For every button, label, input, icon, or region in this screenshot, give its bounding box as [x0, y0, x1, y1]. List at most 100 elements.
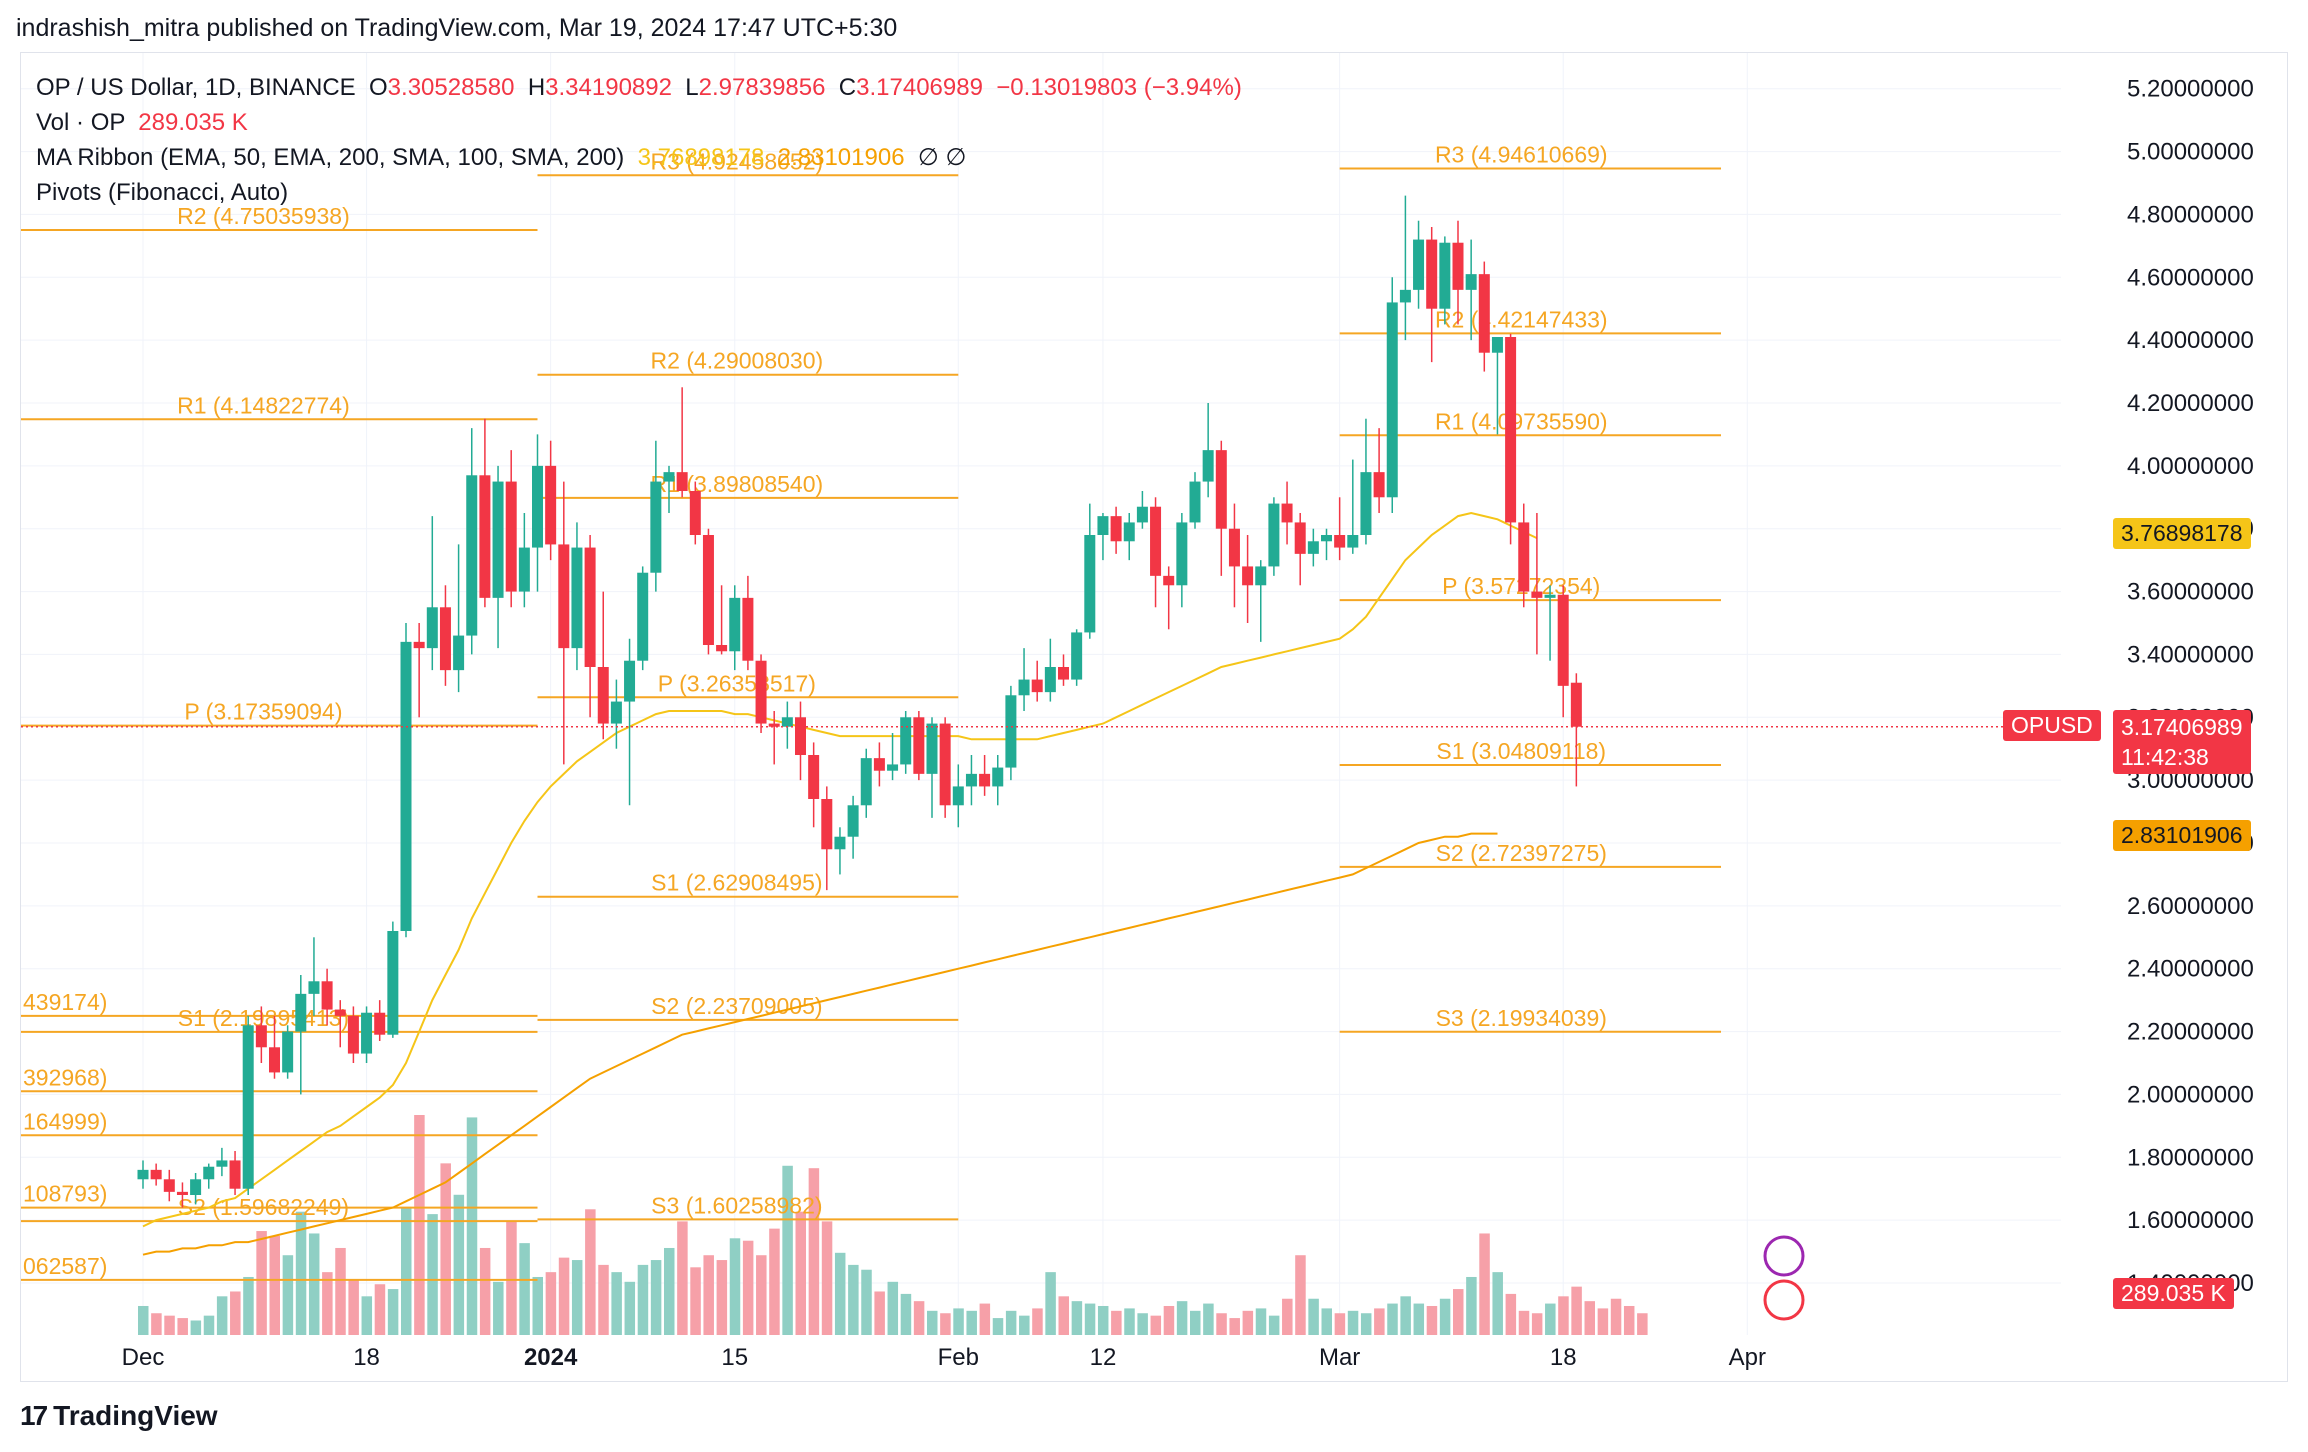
candle-body[interactable]: [518, 547, 530, 592]
economic-event-icon[interactable]: [1763, 1279, 1805, 1321]
candle-body[interactable]: [742, 597, 754, 661]
candle-body[interactable]: [1426, 239, 1438, 309]
candle-body[interactable]: [1150, 506, 1162, 576]
candle-body[interactable]: [400, 641, 412, 931]
candle-body[interactable]: [768, 723, 780, 727]
candle-body[interactable]: [1413, 239, 1425, 290]
candle-body[interactable]: [926, 723, 938, 774]
candle-body[interactable]: [702, 535, 714, 645]
candle-body[interactable]: [716, 645, 728, 652]
candle-body[interactable]: [689, 491, 701, 535]
candle-body[interactable]: [1031, 679, 1043, 693]
candle-body[interactable]: [1505, 337, 1517, 523]
candle-body[interactable]: [1058, 667, 1069, 680]
candle-body[interactable]: [453, 635, 465, 671]
candle-body[interactable]: [939, 723, 951, 806]
candle-body[interactable]: [821, 799, 833, 850]
candle-body[interactable]: [374, 1012, 386, 1035]
candle-body[interactable]: [466, 475, 478, 636]
candle-body[interactable]: [834, 836, 846, 850]
candle-body[interactable]: [255, 1025, 267, 1048]
candle-body[interactable]: [1268, 503, 1280, 567]
candle-body[interactable]: [965, 773, 977, 787]
candle-body[interactable]: [347, 1015, 359, 1054]
candle-body[interactable]: [1044, 667, 1056, 693]
candle-body[interactable]: [242, 1025, 254, 1189]
candle-body[interactable]: [1544, 594, 1556, 598]
candle-body[interactable]: [1491, 337, 1503, 353]
candle-body[interactable]: [1570, 682, 1582, 727]
candle-body[interactable]: [1321, 535, 1332, 542]
candle-body[interactable]: [1176, 522, 1188, 586]
earnings-event-icon[interactable]: [1763, 1235, 1805, 1277]
candle-body[interactable]: [637, 572, 649, 661]
candle-body[interactable]: [229, 1160, 241, 1189]
candle-body[interactable]: [1202, 450, 1214, 482]
candle-body[interactable]: [584, 547, 596, 667]
candle-body[interactable]: [532, 465, 543, 548]
candle-body[interactable]: [1281, 503, 1293, 523]
candle-body[interactable]: [650, 481, 662, 573]
candle-body[interactable]: [624, 660, 636, 702]
candle-body[interactable]: [150, 1169, 162, 1180]
candle-body[interactable]: [282, 1031, 294, 1073]
candle-body[interactable]: [361, 1012, 373, 1054]
candle-body[interactable]: [900, 717, 912, 765]
candle-body[interactable]: [295, 993, 307, 1032]
candle-body[interactable]: [1215, 450, 1227, 529]
candle-body[interactable]: [808, 755, 820, 799]
candle-body[interactable]: [795, 717, 806, 755]
ma-ribbon-label[interactable]: MA Ribbon (EMA, 50, EMA, 200, SMA, 100, …: [36, 144, 625, 171]
candle-body[interactable]: [334, 1009, 346, 1016]
candle-body[interactable]: [505, 481, 517, 592]
candle-body[interactable]: [860, 758, 872, 806]
candle-body[interactable]: [979, 773, 991, 787]
candle-body[interactable]: [176, 1191, 188, 1195]
candle-body[interactable]: [1005, 695, 1017, 768]
candle-body[interactable]: [1018, 679, 1030, 696]
candle-body[interactable]: [1097, 516, 1109, 535]
candle-body[interactable]: [1439, 242, 1451, 309]
candle-body[interactable]: [1518, 522, 1530, 592]
candle-body[interactable]: [847, 805, 859, 837]
candle-body[interactable]: [190, 1179, 202, 1195]
candle-body[interactable]: [663, 472, 675, 482]
candle-body[interactable]: [1189, 481, 1201, 523]
candle-body[interactable]: [676, 472, 688, 491]
candle-body[interactable]: [1071, 632, 1083, 680]
candle-body[interactable]: [1084, 535, 1096, 633]
candle-body[interactable]: [426, 607, 438, 649]
candle-body[interactable]: [729, 597, 741, 652]
candle-body[interactable]: [1294, 522, 1306, 554]
pivots-label[interactable]: Pivots (Fibonacci, Auto): [36, 179, 289, 206]
candle-body[interactable]: [1360, 472, 1372, 535]
candle-body[interactable]: [610, 701, 622, 724]
candle-body[interactable]: [597, 667, 609, 724]
candle-body[interactable]: [163, 1179, 175, 1192]
volume-label[interactable]: Vol · OP: [36, 109, 125, 136]
candle-body[interactable]: [203, 1166, 215, 1180]
candle-body[interactable]: [1399, 289, 1411, 303]
candle-body[interactable]: [873, 758, 885, 771]
candle-body[interactable]: [781, 717, 793, 727]
candle-body[interactable]: [952, 786, 964, 806]
candle-body[interactable]: [887, 764, 899, 771]
candle-body[interactable]: [545, 465, 557, 545]
candle-body[interactable]: [269, 1047, 280, 1073]
candle-body[interactable]: [1347, 535, 1359, 548]
chart-frame[interactable]: 5.20000000 5.00000000 4.80000000 4.60000000…: [20, 52, 2288, 1382]
candle-body[interactable]: [479, 475, 491, 598]
candle-body[interactable]: [1255, 566, 1267, 586]
candle-body[interactable]: [1123, 522, 1135, 542]
candle-body[interactable]: [1228, 528, 1240, 567]
candle-body[interactable]: [1334, 535, 1346, 548]
candle-body[interactable]: [1557, 594, 1569, 686]
candle-body[interactable]: [387, 931, 399, 1035]
candle-body[interactable]: [571, 547, 583, 649]
candle-body[interactable]: [992, 767, 1004, 787]
candle-body[interactable]: [1373, 472, 1385, 498]
candle-body[interactable]: [1242, 566, 1254, 586]
candle-body[interactable]: [308, 981, 320, 994]
candle-body[interactable]: [1452, 242, 1464, 290]
candle-body[interactable]: [1531, 591, 1543, 598]
